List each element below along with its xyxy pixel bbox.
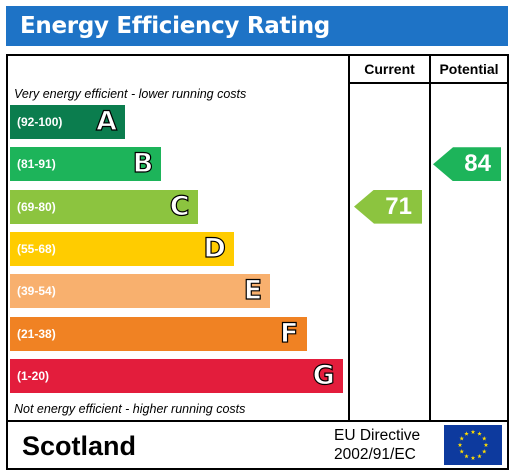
eu-stars-icon <box>457 429 489 460</box>
current-rating-value: 71 <box>385 192 412 220</box>
eu-star-icon <box>483 442 489 447</box>
page-title: Energy Efficiency Rating <box>20 13 330 39</box>
band-f: (21-38) F <box>10 316 307 351</box>
band-range: (21-38) <box>17 326 56 341</box>
eu-star-icon <box>459 436 465 441</box>
eu-star-icon <box>481 449 487 454</box>
band-letter: B <box>132 148 154 180</box>
band-range: (39-54) <box>17 284 56 299</box>
band-range: (81-91) <box>17 157 56 172</box>
potential-rating-value: 84 <box>464 150 491 178</box>
eu-star-icon <box>477 453 482 459</box>
country-label: Scotland <box>22 431 137 461</box>
top-note: Very energy efficient - lower running co… <box>14 87 247 101</box>
header-bar: Energy Efficiency Rating <box>6 6 508 46</box>
directive-line-1: EU Directive <box>334 427 421 444</box>
eu-star-icon <box>481 436 487 441</box>
band-range: (69-80) <box>17 199 56 214</box>
band-letter: F <box>279 317 299 349</box>
column-header-current: Current <box>364 61 415 77</box>
eu-star-icon <box>459 449 465 454</box>
eu-star-icon <box>470 455 476 460</box>
band-letter: C <box>169 190 190 222</box>
column-divider-current <box>348 56 350 420</box>
column-header-potential: Potential <box>439 61 499 77</box>
eu-star-icon <box>464 431 469 436</box>
current-rating-arrow: 71 <box>354 189 422 224</box>
band-letter: E <box>243 275 263 307</box>
eu-directive: EU Directive 2002/91/EC <box>334 426 436 464</box>
header-divider <box>348 82 507 84</box>
eu-star-icon <box>477 431 482 436</box>
band-c: (69-80) C <box>10 189 198 224</box>
band-d: (55-68) D <box>10 231 234 266</box>
band-letter: D <box>203 232 227 264</box>
eu-star-icon <box>464 453 469 459</box>
bottom-note: Not energy efficient - higher running co… <box>14 402 246 416</box>
eu-flag-icon <box>444 425 502 465</box>
band-g: (1-20) G <box>10 358 343 393</box>
band-b: (81-91) B <box>10 147 162 182</box>
eu-star-icon <box>470 429 476 434</box>
band-range: (92-100) <box>17 115 63 129</box>
band-letter: A <box>95 105 117 137</box>
band-range: (1-20) <box>17 368 50 383</box>
band-range: (55-68) <box>17 241 56 256</box>
band-e: (39-54) E <box>10 274 271 309</box>
potential-rating-arrow: 84 <box>433 147 501 182</box>
eu-star-icon <box>457 442 463 447</box>
band-a: (92-100) A <box>10 105 125 139</box>
directive-line-2: 2002/91/EC <box>334 446 416 463</box>
footer: Scotland EU Directive 2002/91/EC <box>6 422 509 470</box>
band-letter: G <box>312 359 335 391</box>
column-divider-potential <box>429 56 431 420</box>
rating-chart: Current Potential Very energy efficient … <box>6 54 509 422</box>
